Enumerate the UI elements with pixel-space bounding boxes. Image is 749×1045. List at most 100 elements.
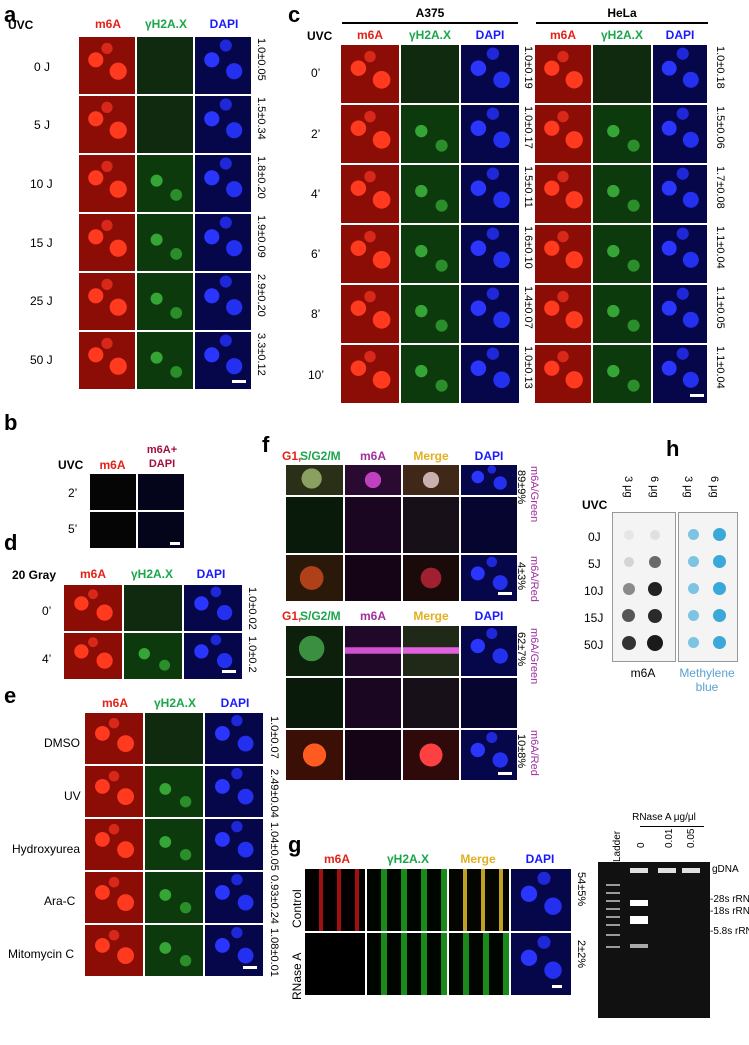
panel-f2-ratio-green-text: m6A/Green (528, 628, 540, 685)
panel-c-hela-tile-r3-dapi (652, 224, 708, 284)
gel-lane1-gdna (658, 868, 676, 873)
panel-c-hela-tile-r2-gh2ax (592, 164, 652, 224)
panel-h-mb-dot-r1-6ug (713, 555, 726, 568)
panel-a-tile-r0-m6a (78, 36, 136, 95)
panel-h-row-1: 5J (588, 557, 601, 571)
panel-a-col-gh2ax: γH2A.X (144, 17, 188, 31)
panel-f1-row0-m6a-main (344, 464, 402, 496)
panel-b-row-0: 2’ (68, 486, 78, 500)
panel-g-tile-r0-dapi (510, 868, 572, 932)
panel-c-a375-value-0: 1.0±0.19 (522, 46, 534, 89)
panel-f2-field-merge (402, 677, 460, 729)
panel-e-tile-r1-dapi (204, 765, 264, 818)
panel-a-tile-r5-dapi (194, 331, 252, 390)
panel-a-tile-r5-gh2ax (136, 331, 194, 390)
panel-f2-col-merge: Merge (413, 609, 449, 623)
panel-f2-zoomgreen-g1 (285, 625, 344, 677)
panel-c-a375-tile-r1-dapi (460, 104, 520, 164)
panel-b-letter: b (4, 410, 18, 435)
panel-e-tile-r1-gh2ax (144, 765, 204, 818)
panel-c-a375-tile-r3-gh2ax (400, 224, 460, 284)
panel-c-hela-value-3: 1.1±0.04 (714, 226, 726, 269)
panel-c-a375-col-gh2ax: γH2A.X (408, 28, 452, 42)
panel-g-gel-title: RNase A μg/μl (632, 812, 696, 823)
panel-a-row-3: 15 J (30, 236, 53, 250)
panel-f2-zoomgreen-dapi (460, 625, 518, 677)
panel-g-gel-lane-001: 0.01 (664, 828, 675, 848)
panel-h-m6a-dot-r3-3ug (622, 609, 635, 622)
panel-e-tile-r3-dapi (204, 871, 264, 924)
panel-a-tile-r1-m6a (78, 95, 136, 154)
panel-h-m6a-dot-r0-3ug (624, 530, 634, 540)
panel-c-hela-tile-r4-gh2ax (592, 284, 652, 344)
gel-lane0-18s (630, 916, 648, 924)
panel-d-tile-r1-gh2ax (123, 632, 183, 680)
panel-e-tile-r4-m6a (84, 924, 144, 977)
panel-g-tile-r0-merge (448, 868, 510, 932)
panel-c-row-2: 4’ (311, 187, 321, 201)
panel-c-cellline-a375: A375 (415, 6, 445, 20)
panel-c-hela-tile-r2-dapi (652, 164, 708, 224)
panel-b-tile-r0-m6a (89, 473, 137, 511)
panel-a-row-4: 25 J (30, 294, 53, 308)
panel-g-scale-bar (552, 985, 562, 988)
gel-ladder-band (606, 908, 620, 910)
panel-d-value-1: 1.0±0.2 (246, 636, 258, 673)
panel-e-tile-r4-gh2ax (144, 924, 204, 977)
panel-h-m6a-dot-r2-3ug (623, 583, 635, 595)
panel-a-value-2: 1.8±0.20 (255, 156, 267, 199)
panel-f1-col-sg2m: S/G2/M (300, 449, 341, 463)
panel-c-hela-value-0: 1.0±0.18 (714, 46, 726, 89)
panel-g-band-18s: -18s rRNA (710, 906, 749, 917)
panel-c-hela-tile-r0-dapi (652, 44, 708, 104)
panel-c-hela-tile-r4-dapi (652, 284, 708, 344)
panel-g-tile-r0-m6a (304, 868, 366, 932)
panel-h-m6a-membrane (612, 512, 676, 662)
panel-a-uvc-label: UVC (8, 18, 34, 32)
panel-a-row-0: 0 J (34, 60, 51, 74)
panel-c-hela-tile-r2-m6a (534, 164, 592, 224)
panel-f1-ratio-red: m6A/Red (528, 556, 540, 602)
panel-d-col-dapi: DAPI (196, 567, 226, 581)
panel-f2-col-g1: G1, (282, 609, 302, 623)
panel-a-tile-r2-dapi (194, 154, 252, 213)
panel-c-hela-col-gh2ax: γH2A.X (600, 28, 644, 42)
panel-f2-col-m6a: m6A (359, 609, 386, 623)
gel-lane0-gdna (630, 868, 648, 873)
panel-g-gel-lane-ladder: Ladder (612, 830, 623, 862)
gel-ladder-band (606, 884, 620, 886)
panel-f1-col-merge: Merge (413, 449, 449, 463)
panel-c-letter: c (288, 2, 301, 27)
panel-d-tile-r0-m6a (63, 584, 123, 632)
panel-c-hela-tile-r0-m6a (534, 44, 592, 104)
panel-e-value-1: 2.49±0.04 (268, 769, 280, 818)
gel-lane0-28s (630, 900, 648, 906)
panel-h-row-0: 0J (588, 530, 601, 544)
panel-c-hela-tile-r0-gh2ax (592, 44, 652, 104)
panel-c-a375-value-5: 1.0±0.13 (522, 346, 534, 389)
panel-h-letter: h (666, 436, 680, 461)
panel-f1-col-dapi: DAPI (474, 449, 504, 463)
panel-a-tile-r5-m6a (78, 331, 136, 390)
panel-a-scale-bar (232, 380, 246, 383)
panel-a-row-2: 10 J (30, 177, 53, 191)
panel-e-tile-r1-m6a (84, 765, 144, 818)
panel-c-row-5: 10’ (308, 368, 325, 382)
panel-c-hela-tile-r1-m6a (534, 104, 592, 164)
panel-f1-col-g1: G1, (282, 449, 302, 463)
panel-f1-ratio-green-text: m6A/Green (528, 466, 540, 523)
panel-a-tile-r3-dapi (194, 213, 252, 272)
panel-c-a375-value-2: 1.5±0.11 (522, 166, 534, 208)
panel-d-letter: d (4, 530, 18, 555)
panel-c-hela-col-m6a: m6A (549, 28, 576, 42)
panel-a-tile-r0-dapi (194, 36, 252, 95)
panel-c-a375-tile-r3-m6a (340, 224, 400, 284)
panel-c-hela-tile-r4-m6a (534, 284, 592, 344)
panel-a-value-4: 2.9±0.20 (255, 274, 267, 317)
panel-e-tile-r2-dapi (204, 818, 264, 871)
gel-lane2-gdna (682, 868, 700, 873)
panel-a-letter: a (4, 2, 17, 27)
panel-f2-scale-bar (498, 772, 512, 775)
panel-a-value-0: 1.0±0.05 (255, 38, 267, 81)
panel-a-tile-r3-gh2ax (136, 213, 194, 272)
